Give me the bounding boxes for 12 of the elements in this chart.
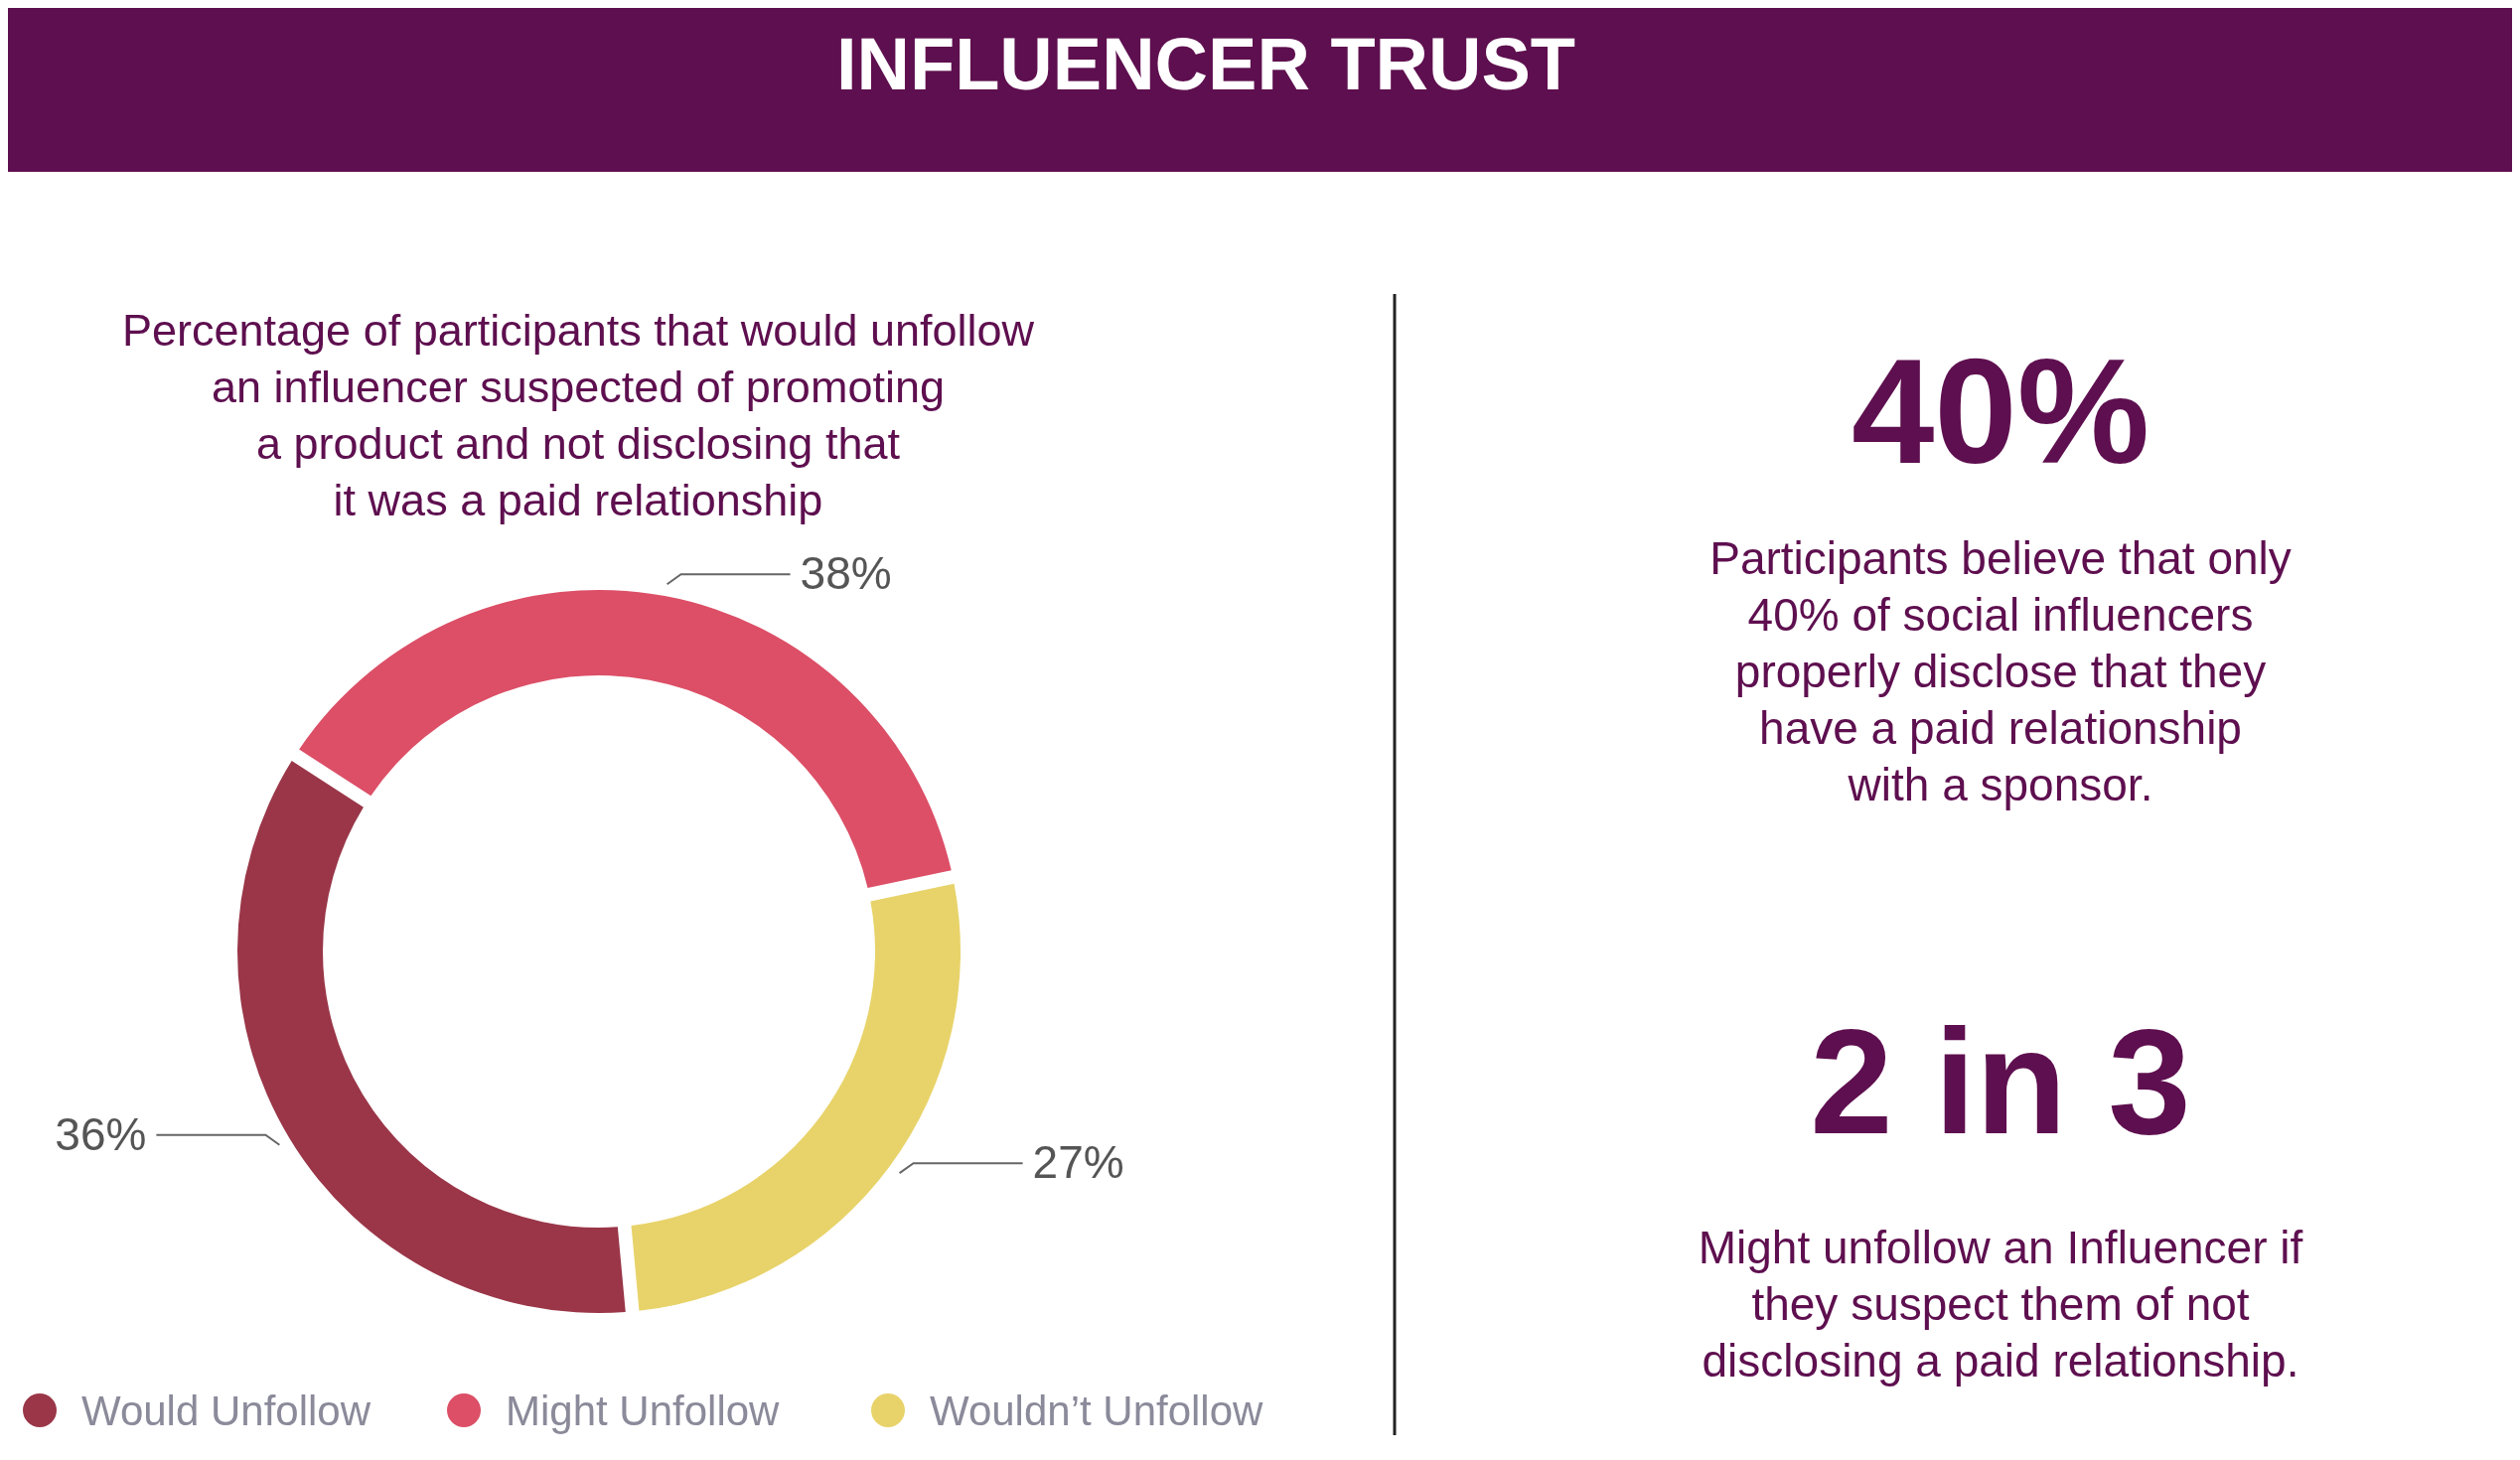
legend-label: Would Unfollow xyxy=(81,1387,371,1434)
data-label: 36% xyxy=(55,1107,147,1160)
chart-title: INFLUENCER TRUST xyxy=(835,23,1576,105)
text: Participants believe that only 40% of social influencers properly disclose that they have a paid relationship with a sponsor. xyxy=(1709,532,2292,810)
text: 40% xyxy=(1851,328,2150,495)
data-label: 38% xyxy=(800,547,892,600)
text: Might unfollow an Influencer if they suspect them of not disclosing a paid relationship. xyxy=(1698,1222,2303,1387)
data-label: 27% xyxy=(1032,1136,1124,1189)
text: 2 in 3 xyxy=(1810,998,2191,1165)
legend-label: Might Unfollow xyxy=(506,1387,781,1434)
chart-subtitle: Percentage of participants that would unfollow an influencer suspected of promoting a product and not disclosing that it was a paid relationship xyxy=(121,305,1035,525)
legend-label: Wouldn’t Unfollow xyxy=(930,1387,1264,1434)
